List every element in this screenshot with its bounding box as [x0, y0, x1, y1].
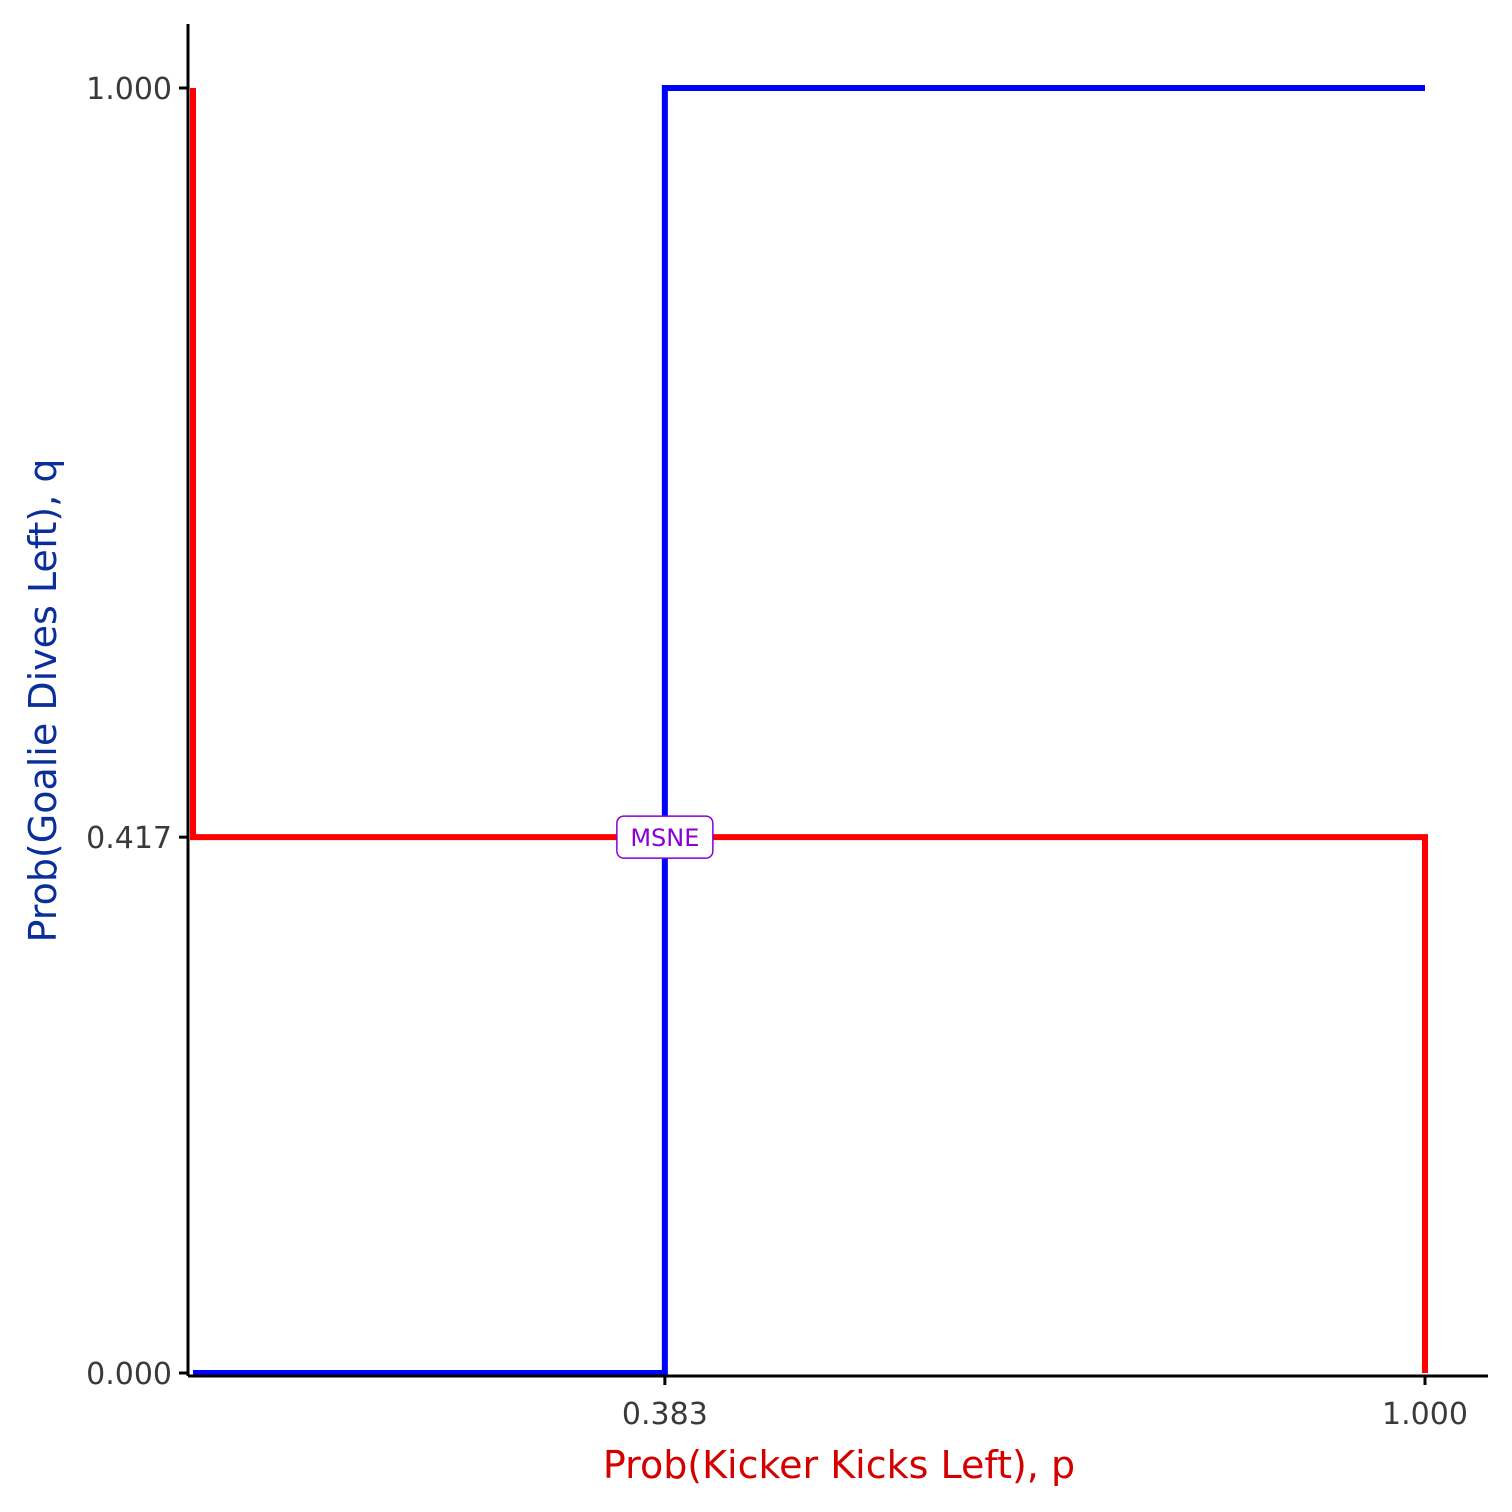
x-tick-label: 0.383 — [622, 1397, 708, 1432]
x-axis-title: Prob(Kicker Kicks Left), p — [603, 1443, 1075, 1487]
y-axis-title: Prob(Goalie Dives Left), q — [21, 459, 65, 943]
annotation-layer: MSNE — [616, 815, 714, 859]
tick-layer: 0.383 1.000 0.000 0.417 1.000 — [86, 72, 1468, 1432]
y-tick-label: 0.000 — [86, 1357, 172, 1392]
series-line-2 — [193, 85, 1425, 1376]
series-layer — [190, 85, 1428, 1376]
msne-label: MSNE — [630, 824, 699, 852]
x-tick-label: 1.000 — [1382, 1397, 1468, 1432]
msne-label-box — [616, 815, 714, 859]
axis-layer — [186, 24, 1488, 1378]
y-tick-label: 0.417 — [86, 821, 172, 856]
y-tick-label: 1.000 — [86, 72, 172, 107]
series-line-1 — [190, 88, 1428, 1373]
